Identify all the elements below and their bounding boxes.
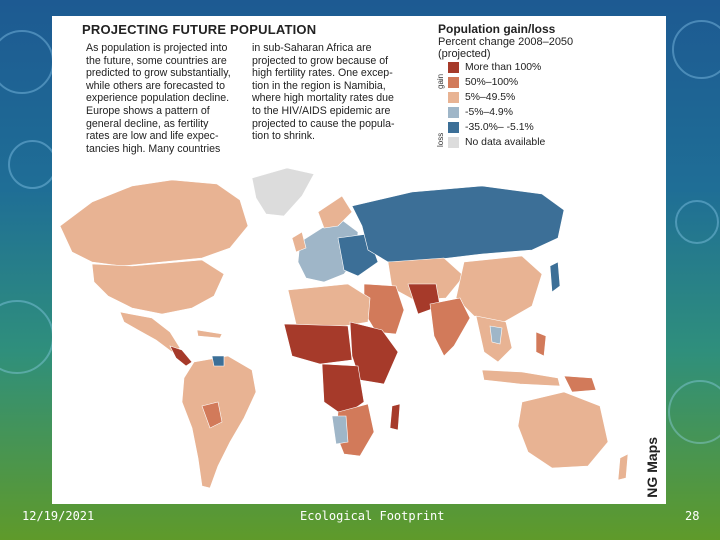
bolivia-paraguay — [201, 401, 223, 429]
china — [455, 255, 543, 323]
philippines — [535, 331, 547, 357]
world-map — [59, 167, 629, 489]
new-guinea — [563, 375, 597, 393]
bg-bubble — [672, 20, 720, 79]
legend-label: -35.0%– -5.1% — [465, 122, 534, 133]
page-number: 28 — [685, 509, 700, 523]
legend-item: -35.0%– -5.1% — [448, 121, 534, 134]
east-africa — [349, 321, 399, 385]
greenland — [251, 167, 315, 217]
legend-swatch — [448, 62, 459, 73]
map-figure: PROJECTING FUTURE POPULATION As populati… — [52, 16, 666, 504]
japan — [549, 261, 561, 293]
bg-bubble — [675, 200, 719, 244]
legend-label: -5%–4.9% — [465, 107, 513, 118]
legend-loss-label: loss — [436, 132, 445, 147]
legend-label: 50%–100% — [465, 77, 519, 88]
legend-swatch — [448, 137, 459, 148]
legend-item: No data available — [448, 136, 545, 149]
legend-label: No data available — [465, 137, 546, 148]
north-africa — [287, 283, 371, 329]
scandinavia — [317, 195, 353, 229]
central-america — [169, 345, 193, 367]
legend-item: 5%–49.5% — [448, 91, 515, 104]
bg-bubble — [0, 300, 54, 374]
russia — [351, 185, 565, 263]
footer-date: 12/19/2021 — [22, 509, 95, 523]
guyana-suriname — [211, 355, 225, 367]
indonesia — [481, 369, 561, 387]
bg-bubble — [668, 380, 720, 444]
australia — [517, 391, 609, 469]
bg-bubble — [0, 30, 54, 94]
new-zealand — [617, 453, 629, 481]
legend-label: 5%–49.5% — [465, 92, 516, 103]
legend-swatch — [448, 77, 459, 88]
legend-swatch — [448, 92, 459, 103]
legend-item: More than 100% — [448, 61, 541, 74]
canada — [59, 179, 249, 267]
legend-swatch — [448, 107, 459, 118]
uk-ireland — [291, 231, 307, 253]
usa — [91, 259, 225, 315]
namibia — [331, 415, 349, 445]
legend-item: 50%–100% — [448, 76, 518, 89]
footer-title: Ecological Footprint — [300, 509, 445, 523]
legend-item: -5%–4.9% — [448, 106, 513, 119]
india — [429, 297, 471, 357]
legend-subtitle: Percent change 2008–2050 (projected) — [438, 36, 574, 60]
bg-bubble — [8, 140, 57, 189]
mexico — [119, 311, 181, 353]
middle-east — [363, 283, 405, 335]
legend-gain-label: gain — [436, 73, 445, 89]
madagascar — [389, 403, 401, 431]
thailand — [489, 325, 503, 345]
legend-label: More than 100% — [465, 62, 542, 73]
caribbean — [196, 329, 223, 339]
west-africa — [283, 323, 353, 365]
headline: PROJECTING FUTURE POPULATION — [82, 22, 317, 37]
legend-swatch — [448, 122, 459, 133]
paragraph-left: As population is projected into the futu… — [86, 42, 231, 155]
legend-title: Population gain/loss — [438, 22, 556, 36]
credit-label: NG Maps — [644, 437, 660, 498]
legend: gain loss More than 100% 50%–100% 5%–49.5%… — [436, 61, 606, 161]
paragraph-right: in sub-Saharan Africa are projected to g… — [252, 42, 395, 143]
